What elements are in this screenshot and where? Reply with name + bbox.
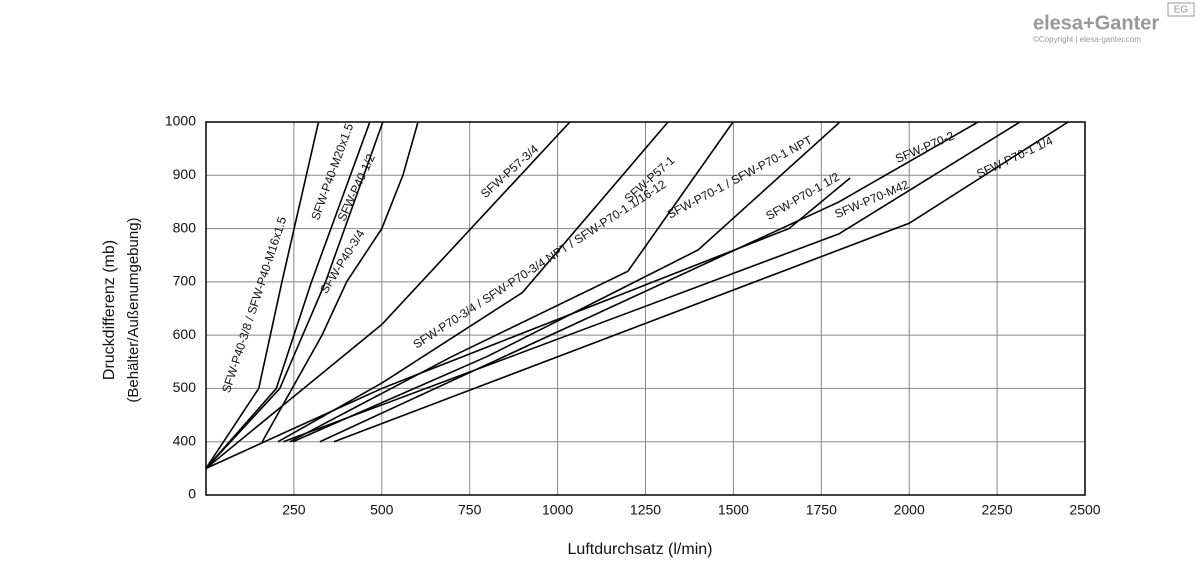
- curve: [205, 121, 571, 469]
- curve: [261, 121, 419, 443]
- curve: [205, 177, 851, 470]
- curve-label: SFW-P70-2: [893, 128, 956, 165]
- plot-frame: [205, 121, 1086, 496]
- x-tick-label: 250: [282, 502, 306, 518]
- curve-label: SFW-P70-1 1/2: [763, 169, 842, 223]
- y-tick-label: 600: [173, 326, 197, 342]
- y-tick-label: 900: [173, 166, 197, 182]
- curve: [319, 121, 979, 443]
- curve-label: SFW-P70-1 1/4: [974, 133, 1055, 181]
- y-tick-label: 400: [173, 432, 197, 448]
- x-tick-label: 2500: [1069, 502, 1100, 518]
- y-tick-label: 800: [173, 219, 197, 235]
- curve-label: SFW-P57-3/4: [478, 142, 541, 201]
- logo-brand: elesa+Ganter: [1033, 12, 1159, 34]
- x-tick-label: 1500: [718, 502, 749, 518]
- x-tick-label: 2000: [894, 502, 925, 518]
- x-tick-label: 2250: [982, 502, 1013, 518]
- curve: [205, 121, 320, 469]
- y-axis-label: (Behälter/Außenumgebung): [125, 217, 142, 402]
- curve: [283, 121, 1021, 443]
- y-tick-label: 0: [188, 486, 196, 502]
- curve: [289, 121, 734, 443]
- x-axis-label: Luftdurchsatz (l/min): [568, 541, 713, 558]
- logo-badge: EG: [1174, 5, 1189, 16]
- x-tick-label: 750: [458, 502, 482, 518]
- y-tick-label: 1000: [165, 113, 196, 129]
- curve: [205, 121, 371, 469]
- x-tick-label: 1750: [806, 502, 837, 518]
- x-tick-label: 1000: [542, 502, 573, 518]
- curve: [205, 121, 384, 469]
- logo-badge-box: [1167, 2, 1195, 17]
- y-tick-label: 500: [173, 379, 197, 395]
- x-tick-label: 500: [370, 502, 394, 518]
- x-tick-label: 1250: [630, 502, 661, 518]
- y-axis-label: Druckdifferenz (mb): [101, 240, 118, 380]
- y-tick-label: 700: [173, 273, 197, 289]
- curve: [292, 121, 841, 443]
- logo-copyright: ©Copyright | elesa-ganter.com: [1033, 35, 1141, 44]
- curve: [333, 121, 1069, 443]
- curve-label: SFW-P40-3/8 / SFW-P40-M16x1.5: [219, 215, 289, 395]
